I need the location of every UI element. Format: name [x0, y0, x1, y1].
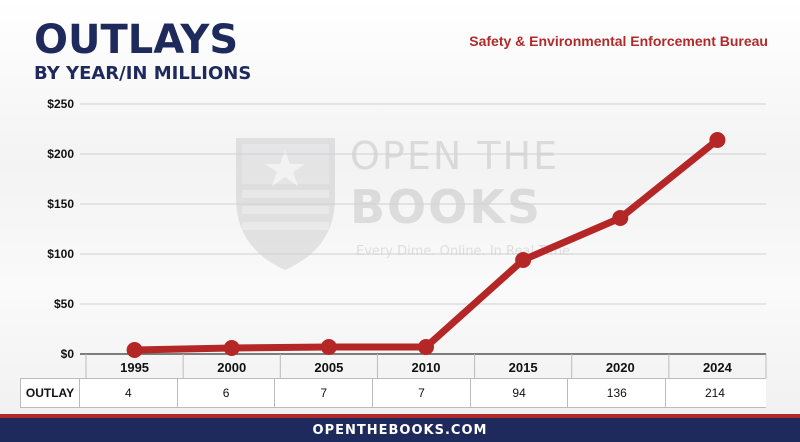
series-outlay	[126, 132, 726, 358]
line-chart: $0 $50 $100 $150 $200 $250 1995 2000 2005 2010 20…	[47, 97, 767, 378]
table-row-label: OUTLAY	[20, 379, 80, 407]
x-tick-label: 2024	[703, 360, 733, 375]
data-point	[320, 339, 337, 355]
x-axis-ticks: 1995 2000 2005 2010 2015 2020 2024	[120, 360, 733, 375]
x-tick-label: 2020	[606, 360, 635, 375]
page-title: OUTLAYS	[34, 17, 239, 63]
y-tick-label: $50	[54, 297, 74, 311]
y-tick-label: $0	[61, 347, 75, 361]
table-cell-value: 7	[373, 379, 471, 407]
agency-name: Safety & Environmental Enforcement Burea…	[469, 33, 768, 49]
x-tick-label: 2005	[314, 360, 343, 375]
x-tick-label: 2015	[509, 360, 538, 375]
table-cell-value: 214	[704, 386, 725, 400]
series-line	[131, 136, 721, 354]
x-tick-label: 2010	[412, 360, 441, 375]
page-subtitle: BY YEAR/IN MILLIONS	[34, 63, 252, 84]
y-tick-label: $250	[47, 97, 74, 111]
table-cell-value: 94	[471, 379, 569, 407]
data-point	[126, 342, 143, 358]
footer-link[interactable]: OPENTHEBOOKS.COM	[312, 422, 488, 438]
data-point	[612, 210, 629, 226]
table-cell-value: 136	[568, 379, 667, 407]
grid-lines	[80, 103, 767, 378]
y-tick-label: $150	[47, 197, 74, 211]
y-tick-label: $100	[47, 247, 74, 261]
data-point	[418, 339, 434, 355]
table-cell-value: 6	[178, 379, 276, 407]
table-cell-value: 4	[80, 379, 178, 407]
data-point	[709, 132, 726, 148]
data-point	[515, 252, 532, 268]
y-axis-ticks: $0 $50 $100 $150 $200 $250	[47, 97, 74, 361]
table-cell-value: 7	[275, 379, 374, 407]
y-tick-label: $200	[47, 147, 74, 161]
data-point	[223, 340, 240, 356]
x-tick-label: 2000	[217, 360, 246, 375]
x-tick-label: 1995	[120, 360, 149, 375]
outlay-table: OUTLAY 4 6 7 7 94 136 214	[20, 378, 766, 408]
footer-bar: OPENTHEBOOKS.COM	[0, 414, 800, 442]
